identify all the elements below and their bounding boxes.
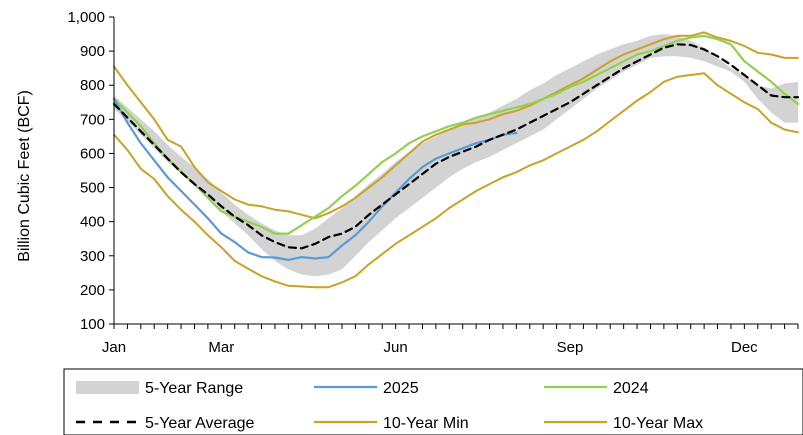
x-tick-label: Jan [102, 339, 126, 356]
axes: 100 200 300 400 500 600 700 800 900 1,000 Jan Mar Ju… [67, 9, 799, 356]
legend-box [63, 368, 803, 435]
legend-label-range: 5-Year Range [145, 380, 243, 397]
legend-item-y2025: 2025 [314, 380, 419, 397]
legend-label-max10: 10-Year Max [613, 415, 703, 432]
y-tick-label: 700 [80, 111, 105, 128]
x-tick-label: Mar [208, 339, 234, 356]
legend-label-y2025: 2025 [383, 380, 419, 397]
ten-year-max-line [113, 31, 799, 220]
legend-label-min10: 10-Year Min [383, 415, 469, 432]
y-tick-label: 200 [80, 282, 105, 299]
plot-area [112, 31, 800, 289]
ten-year-min-line [113, 72, 799, 289]
legend: 5-Year Range 2025 2024 5-Year Average 10-Yea… [63, 368, 803, 435]
x-tick-label: Dec [731, 339, 758, 356]
legend-item-avg: 5-Year Average [76, 415, 255, 432]
x-tick-label: Jun [384, 339, 408, 356]
legend-swatch-range [76, 381, 139, 394]
y-tick-label: 900 [80, 43, 105, 60]
legend-item-max10: 10-Year Max [544, 415, 703, 432]
y-tick-label: 300 [80, 248, 105, 265]
series-2025-line [112, 97, 518, 261]
y-tick-label: 800 [80, 77, 105, 94]
five-year-average-line [112, 43, 800, 250]
y-tick-label: 500 [80, 180, 105, 197]
legend-label-avg: 5-Year Average [145, 415, 255, 432]
y-axis-title: Billion Cubic Feet (BCF) [16, 90, 33, 262]
y-tick-label: 400 [80, 214, 105, 231]
x-tick-label: Sep [557, 339, 584, 356]
legend-label-y2024: 2024 [613, 380, 649, 397]
y-tick-label: 1,000 [67, 9, 105, 26]
series-2024-line [112, 34, 800, 235]
legend-item-range: 5-Year Range [76, 380, 243, 397]
legend-item-y2024: 2024 [544, 380, 649, 397]
y-tick-label: 100 [80, 316, 105, 333]
y-tick-label: 600 [80, 145, 105, 162]
legend-item-min10: 10-Year Min [314, 415, 469, 432]
